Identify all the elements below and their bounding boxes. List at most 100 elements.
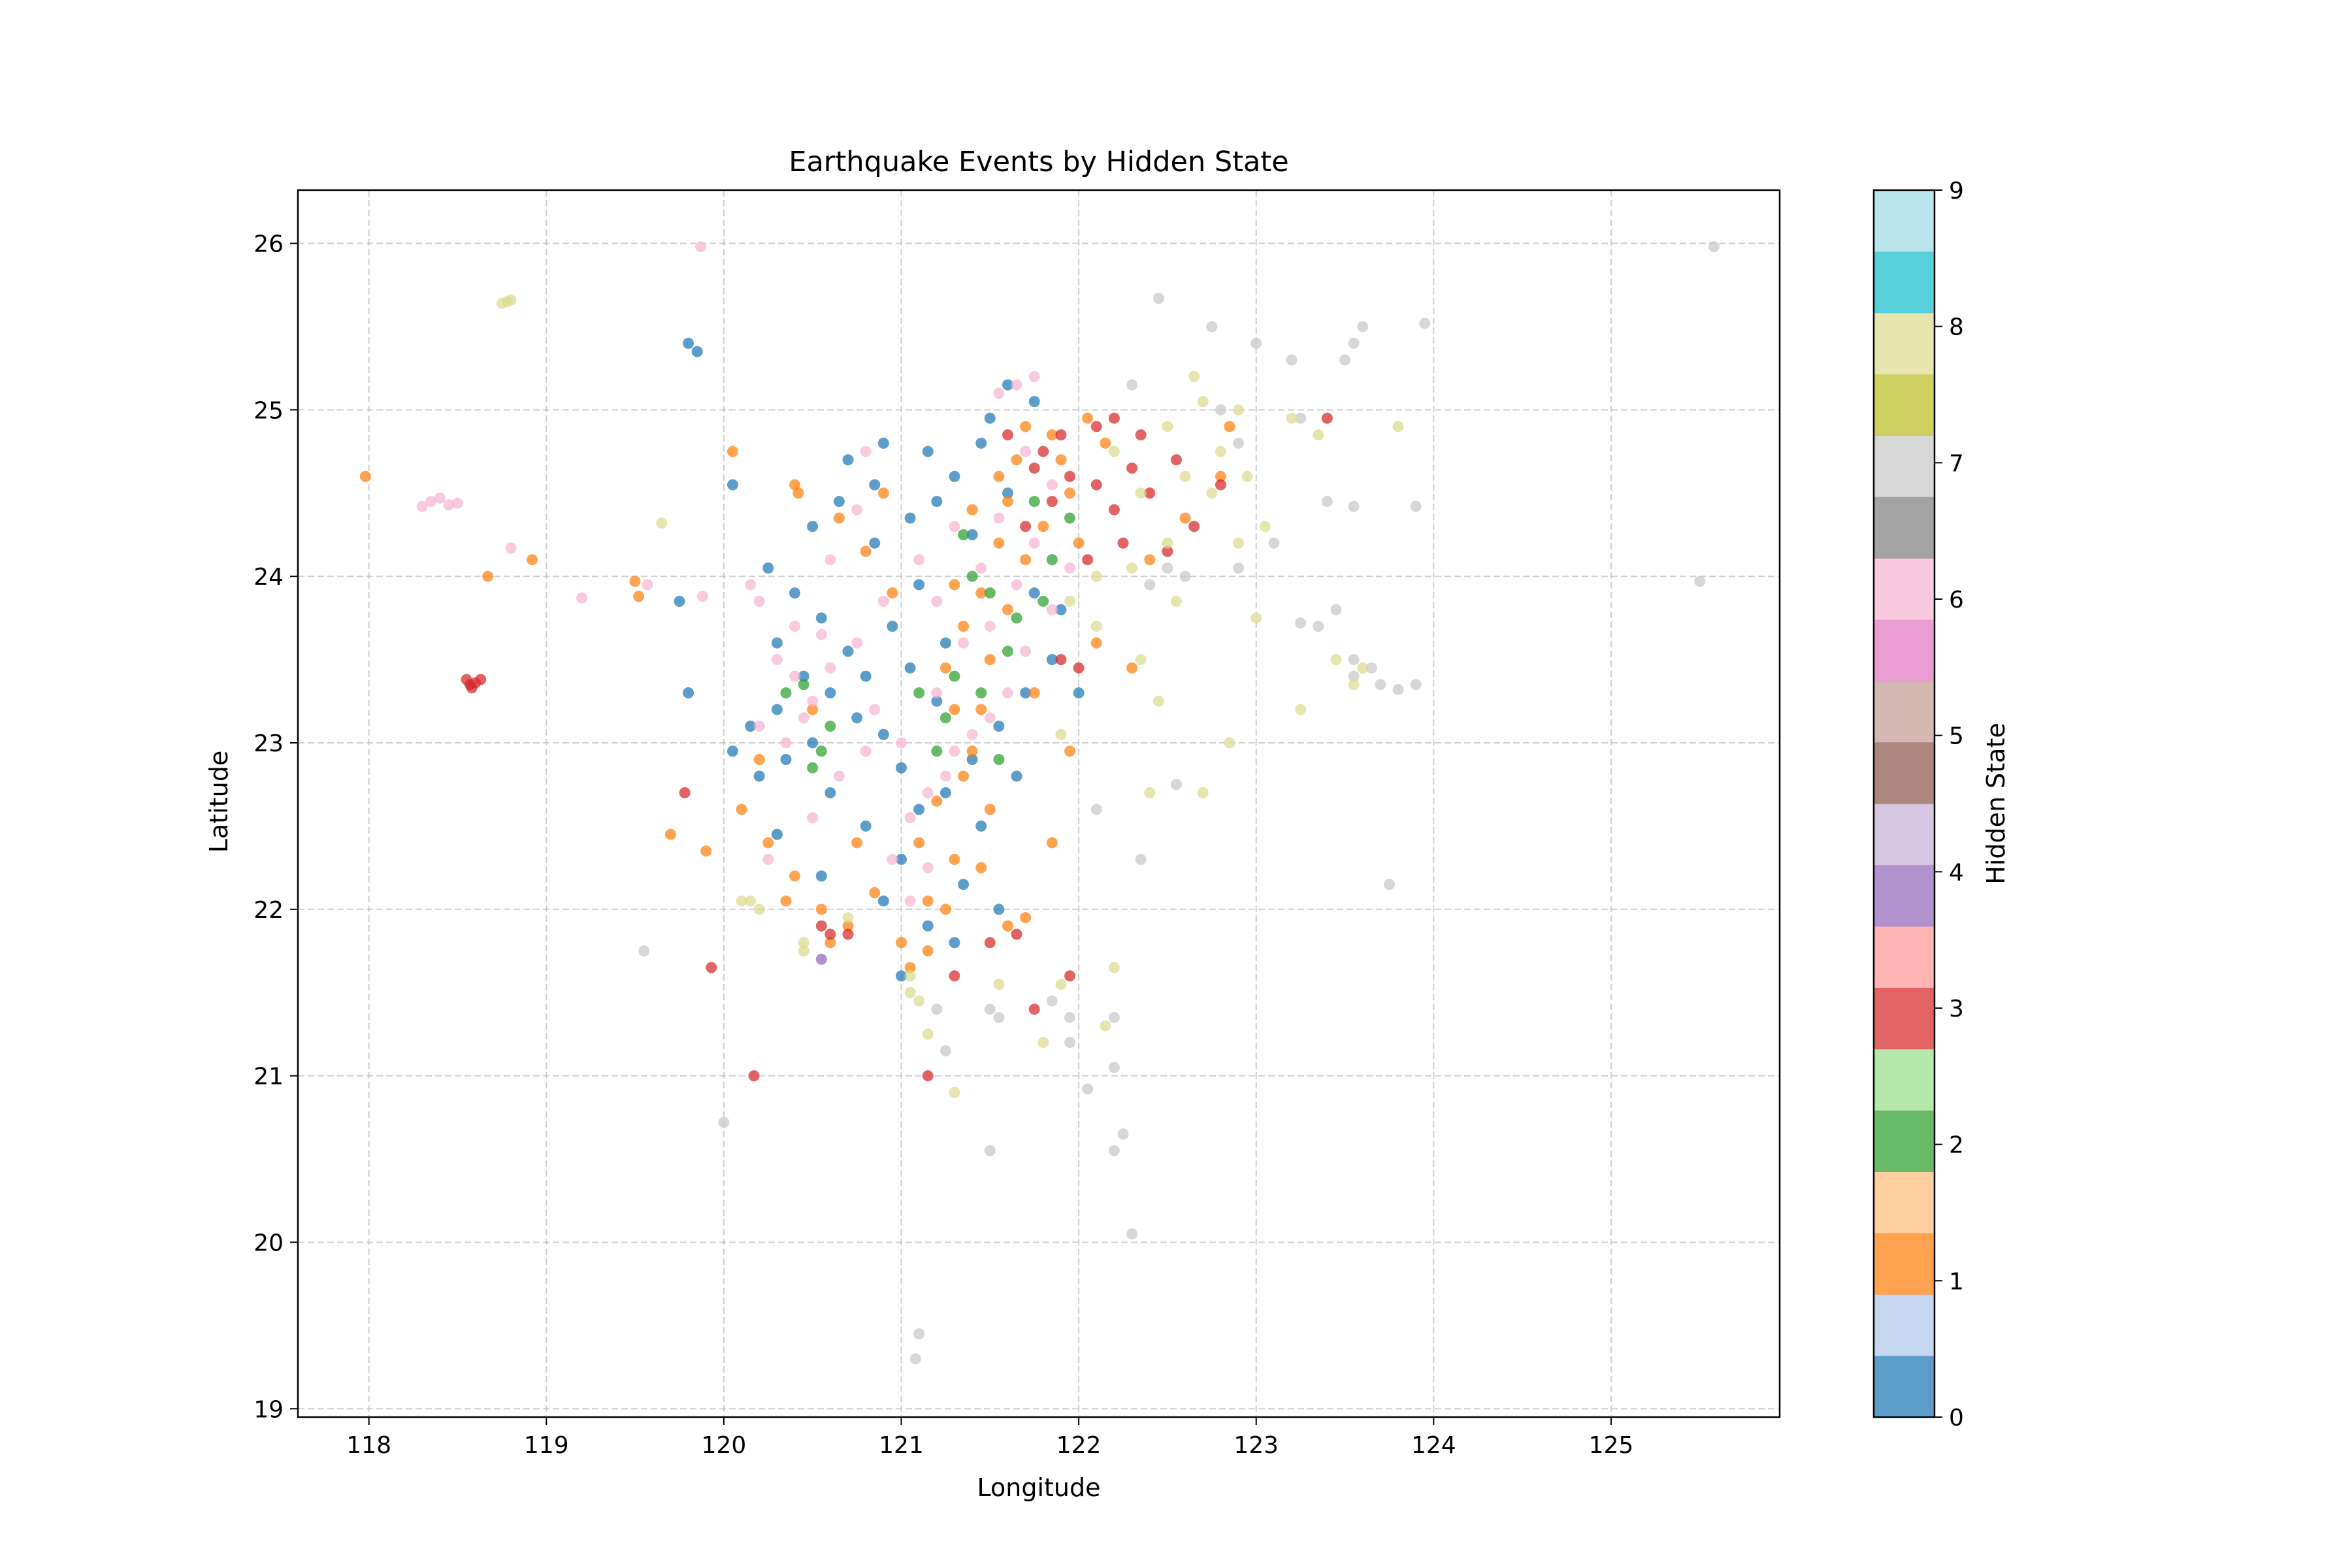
data-point xyxy=(913,1328,925,1340)
colorbar-tick-label: 0 xyxy=(1949,1405,1964,1431)
data-point xyxy=(727,745,738,757)
data-point xyxy=(984,1145,996,1156)
data-point xyxy=(975,587,987,599)
data-point xyxy=(975,820,987,832)
data-point xyxy=(931,695,943,707)
colorbar-segment xyxy=(1874,864,1935,927)
data-point xyxy=(691,346,703,357)
data-point xyxy=(877,487,889,499)
colorbar-segment xyxy=(1874,312,1935,375)
y-tick-label: 21 xyxy=(253,1064,284,1090)
data-point xyxy=(895,970,907,982)
data-point xyxy=(807,762,819,774)
data-point xyxy=(825,928,836,940)
data-point xyxy=(833,496,845,508)
data-point xyxy=(993,904,1005,915)
data-point xyxy=(633,591,645,602)
data-point xyxy=(505,294,517,306)
data-point xyxy=(958,637,970,649)
colorbar-segment xyxy=(1874,1294,1935,1356)
data-point xyxy=(1383,879,1395,890)
data-point xyxy=(975,704,987,715)
data-point xyxy=(939,904,951,915)
data-point xyxy=(1126,463,1138,474)
data-point xyxy=(1064,745,1076,757)
data-point xyxy=(1162,562,1173,574)
data-point xyxy=(975,862,987,874)
colorbar-segment xyxy=(1874,1049,1935,1111)
colorbar-tick-label: 1 xyxy=(1949,1268,1964,1295)
data-point xyxy=(984,654,996,666)
data-point xyxy=(887,853,898,865)
data-point xyxy=(1162,421,1173,433)
data-point xyxy=(939,787,951,798)
data-point xyxy=(1197,396,1209,408)
data-point xyxy=(482,570,494,582)
y-tick-label: 19 xyxy=(253,1396,284,1423)
data-point xyxy=(762,837,774,849)
x-tick-label: 120 xyxy=(702,1432,747,1459)
x-axis-ticks: 118 119 120 121 122 123 124 125 xyxy=(346,1417,1633,1459)
data-point xyxy=(975,687,987,699)
data-point xyxy=(931,595,943,607)
data-point xyxy=(1694,576,1706,587)
colorbar-tick-label: 9 xyxy=(1949,178,1964,204)
data-point xyxy=(815,920,827,932)
data-point xyxy=(949,745,960,757)
data-point xyxy=(851,504,863,515)
data-point xyxy=(1233,537,1245,549)
data-point xyxy=(895,737,907,749)
data-point xyxy=(949,1086,960,1098)
data-point xyxy=(958,879,970,890)
data-point xyxy=(736,895,747,907)
data-point xyxy=(1188,521,1200,532)
data-point xyxy=(1197,787,1209,798)
data-point xyxy=(416,500,428,512)
data-point xyxy=(1295,704,1307,715)
data-point xyxy=(1348,679,1360,691)
data-point xyxy=(993,1011,1005,1023)
data-point xyxy=(1028,537,1040,549)
data-point xyxy=(1313,621,1324,632)
data-point xyxy=(949,670,960,682)
data-point xyxy=(1064,1011,1076,1023)
data-point xyxy=(798,679,809,691)
data-point xyxy=(1268,537,1280,549)
data-point xyxy=(1152,293,1164,304)
x-tick-label: 119 xyxy=(524,1432,569,1459)
data-point xyxy=(1348,670,1360,682)
data-point xyxy=(762,853,774,865)
data-point xyxy=(1002,645,1013,657)
colorbar-ticks: 0 1 2 3 4 5 6 7 8 9 xyxy=(1935,178,1964,1431)
data-point xyxy=(825,554,836,566)
data-point xyxy=(1028,370,1040,382)
data-point xyxy=(993,978,1005,990)
x-tick-label: 124 xyxy=(1411,1432,1456,1459)
data-point xyxy=(753,770,765,782)
colorbar-tick-label: 8 xyxy=(1949,314,1964,341)
data-point xyxy=(683,687,694,699)
data-point xyxy=(877,728,889,740)
data-point xyxy=(1055,454,1067,466)
data-point xyxy=(1011,928,1022,940)
data-point xyxy=(1171,595,1183,607)
data-point xyxy=(1215,479,1226,491)
data-point xyxy=(527,554,538,566)
data-point xyxy=(966,529,978,540)
data-point xyxy=(1108,1011,1120,1023)
data-point xyxy=(1011,454,1022,466)
data-point xyxy=(753,595,765,607)
data-point xyxy=(629,576,641,587)
data-point xyxy=(1108,1062,1120,1073)
data-point xyxy=(949,704,960,715)
data-point xyxy=(869,887,881,898)
data-point xyxy=(1082,554,1094,566)
data-point xyxy=(984,937,996,949)
data-point xyxy=(1330,604,1342,615)
data-point xyxy=(949,579,960,591)
data-point xyxy=(1295,617,1307,629)
data-point xyxy=(825,937,836,949)
data-point xyxy=(922,1028,934,1040)
data-point xyxy=(842,454,854,466)
colorbar-tick-label: 4 xyxy=(1949,859,1964,886)
